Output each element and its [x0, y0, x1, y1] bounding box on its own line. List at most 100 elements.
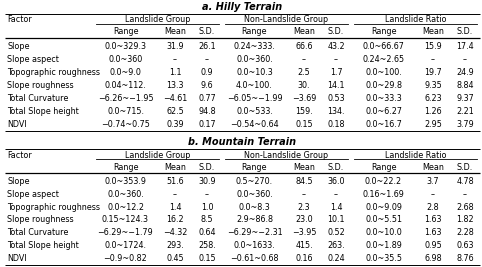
Text: Landslide Group: Landslide Group: [125, 151, 190, 159]
Text: 263.: 263.: [327, 241, 345, 250]
Text: 0.17: 0.17: [198, 120, 216, 129]
Text: 24.9: 24.9: [456, 68, 474, 77]
Text: 0.0~6.27: 0.0~6.27: [365, 107, 402, 116]
Text: 258.: 258.: [198, 241, 216, 250]
Text: Non-Landslide Group: Non-Landslide Group: [244, 15, 329, 25]
Text: 0.0~16.7: 0.0~16.7: [365, 120, 402, 129]
Text: 31.9: 31.9: [166, 42, 184, 51]
Text: −4.32: −4.32: [163, 228, 187, 237]
Text: 0.0~100.: 0.0~100.: [365, 68, 402, 77]
Text: 43.2: 43.2: [327, 42, 345, 51]
Text: 0.16~1.69: 0.16~1.69: [362, 190, 404, 199]
Text: 0.0~29.8: 0.0~29.8: [365, 81, 402, 90]
Text: 0.52: 0.52: [327, 228, 345, 237]
Text: 13.3: 13.3: [166, 81, 184, 90]
Text: 0.0~5.51: 0.0~5.51: [365, 215, 402, 225]
Text: Mean: Mean: [293, 28, 315, 37]
Text: 9.37: 9.37: [456, 94, 474, 103]
Text: 0.53: 0.53: [327, 94, 345, 103]
Text: 2.95: 2.95: [424, 120, 442, 129]
Text: 0.0~9.09: 0.0~9.09: [365, 203, 402, 212]
Text: 0.0~35.5: 0.0~35.5: [365, 254, 402, 263]
Text: 0.45: 0.45: [166, 254, 184, 263]
Text: S.D.: S.D.: [328, 28, 344, 37]
Text: –: –: [463, 55, 467, 64]
Text: Range: Range: [371, 163, 396, 171]
Text: b. Mountain Terrain: b. Mountain Terrain: [188, 137, 296, 147]
Text: Slope roughness: Slope roughness: [7, 81, 74, 90]
Text: NDVI: NDVI: [7, 254, 27, 263]
Text: 0.15~124.3: 0.15~124.3: [102, 215, 149, 225]
Text: 2.3: 2.3: [298, 203, 310, 212]
Text: 8.5: 8.5: [201, 215, 214, 225]
Text: Landslide Group: Landslide Group: [125, 15, 190, 25]
Text: 16.2: 16.2: [166, 215, 184, 225]
Text: 9.35: 9.35: [424, 81, 442, 90]
Text: NDVI: NDVI: [7, 120, 27, 129]
Text: 2.8: 2.8: [427, 203, 439, 212]
Text: Slope aspect: Slope aspect: [7, 190, 59, 199]
Text: 14.1: 14.1: [327, 81, 345, 90]
Text: 0.24: 0.24: [327, 254, 345, 263]
Text: 2.9~86.8: 2.9~86.8: [236, 215, 273, 225]
Text: 0.0~1633.: 0.0~1633.: [234, 241, 275, 250]
Text: 0.16: 0.16: [295, 254, 313, 263]
Text: 0.0~1.89: 0.0~1.89: [365, 241, 402, 250]
Text: 8.84: 8.84: [456, 81, 474, 90]
Text: 8.76: 8.76: [456, 254, 474, 263]
Text: 0.0~22.2: 0.0~22.2: [365, 177, 402, 186]
Text: 17.4: 17.4: [456, 42, 474, 51]
Text: Range: Range: [371, 28, 396, 37]
Text: 0.0~360: 0.0~360: [108, 55, 143, 64]
Text: −6.29~−2.31: −6.29~−2.31: [227, 228, 282, 237]
Text: 0.0~33.3: 0.0~33.3: [365, 94, 402, 103]
Text: Range: Range: [113, 163, 138, 171]
Text: Slope: Slope: [7, 177, 29, 186]
Text: 1.4: 1.4: [330, 203, 342, 212]
Text: Slope aspect: Slope aspect: [7, 55, 59, 64]
Text: 0.04~112.: 0.04~112.: [105, 81, 147, 90]
Text: Total Slope height: Total Slope height: [7, 107, 79, 116]
Text: 0.39: 0.39: [166, 120, 184, 129]
Text: Landslide Ratio: Landslide Ratio: [385, 15, 446, 25]
Text: 134.: 134.: [327, 107, 345, 116]
Text: 66.6: 66.6: [295, 42, 313, 51]
Text: 0.0~360.: 0.0~360.: [107, 190, 144, 199]
Text: 0.0~715.: 0.0~715.: [107, 107, 144, 116]
Text: 0.0~8.3: 0.0~8.3: [239, 203, 270, 212]
Text: 0.0~9.0: 0.0~9.0: [109, 68, 141, 77]
Text: 26.1: 26.1: [198, 42, 216, 51]
Text: Mean: Mean: [422, 28, 444, 37]
Text: −0.61~0.68: −0.61~0.68: [230, 254, 279, 263]
Text: −0.54~0.64: −0.54~0.64: [230, 120, 279, 129]
Text: Mean: Mean: [293, 163, 315, 171]
Text: 6.98: 6.98: [424, 254, 442, 263]
Text: 0.0~353.9: 0.0~353.9: [105, 177, 147, 186]
Text: –: –: [173, 55, 177, 64]
Text: –: –: [334, 190, 338, 199]
Text: 159.: 159.: [295, 107, 313, 116]
Text: 0.0~12.2: 0.0~12.2: [107, 203, 144, 212]
Text: 62.5: 62.5: [166, 107, 184, 116]
Text: 0.95: 0.95: [424, 241, 442, 250]
Text: 1.7: 1.7: [330, 68, 342, 77]
Text: 3.79: 3.79: [456, 120, 474, 129]
Text: –: –: [302, 55, 306, 64]
Text: −0.74~0.75: −0.74~0.75: [101, 120, 150, 129]
Text: S.D.: S.D.: [457, 28, 473, 37]
Text: 36.0: 36.0: [327, 177, 345, 186]
Text: 2.21: 2.21: [456, 107, 474, 116]
Text: 0.77: 0.77: [198, 94, 216, 103]
Text: 1.63: 1.63: [424, 215, 442, 225]
Text: 0.5~270.: 0.5~270.: [236, 177, 273, 186]
Text: 3.7: 3.7: [427, 177, 439, 186]
Text: 0.0~66.67: 0.0~66.67: [362, 42, 404, 51]
Text: 0.9: 0.9: [201, 68, 214, 77]
Text: Range: Range: [113, 28, 138, 37]
Text: 0.63: 0.63: [456, 241, 474, 250]
Text: 4.0~100.: 4.0~100.: [236, 81, 273, 90]
Text: Total Slope height: Total Slope height: [7, 241, 79, 250]
Text: 15.9: 15.9: [424, 42, 442, 51]
Text: –: –: [334, 55, 338, 64]
Text: Factor: Factor: [7, 15, 32, 25]
